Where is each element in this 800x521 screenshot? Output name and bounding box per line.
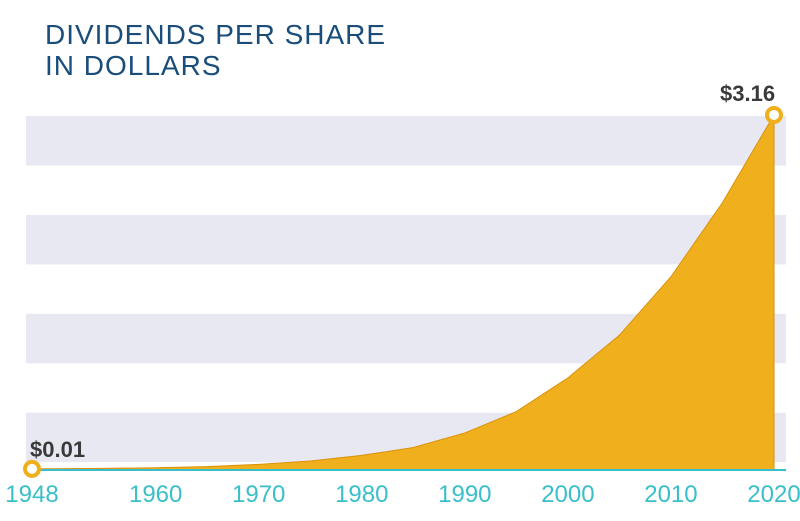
svg-text:2010: 2010	[644, 481, 697, 508]
svg-text:2000: 2000	[541, 481, 594, 508]
svg-text:1960: 1960	[129, 481, 182, 508]
svg-text:1948: 1948	[5, 481, 58, 508]
svg-text:1990: 1990	[438, 481, 491, 508]
svg-text:1970: 1970	[232, 481, 285, 508]
svg-text:1980: 1980	[335, 481, 388, 508]
dividends-chart: 1948 1960 1970 1980 1990 2000 2010 2020 DIVIDEN…	[0, 0, 800, 521]
chart-title: DIVIDENDS PER SHARE IN DOLLARS	[45, 20, 386, 82]
start-value-label: $0.01	[30, 437, 85, 463]
svg-text:2020: 2020	[747, 481, 800, 508]
end-value-label: $3.16	[720, 81, 775, 107]
